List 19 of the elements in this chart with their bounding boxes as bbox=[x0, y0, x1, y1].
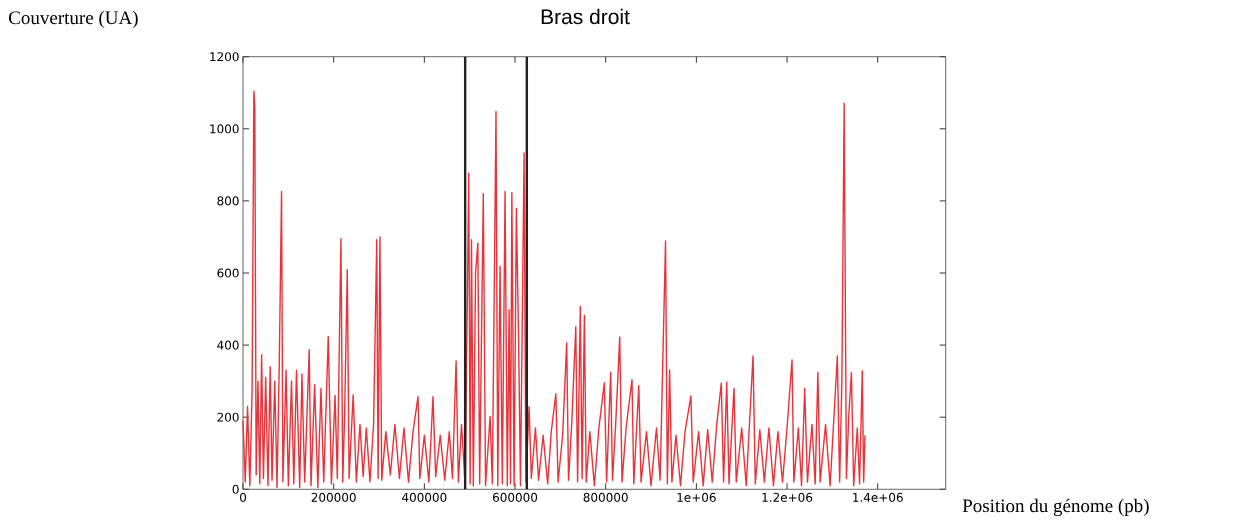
line-series bbox=[242, 90, 866, 489]
x-tick-label: 800000 bbox=[583, 492, 628, 502]
y-tick-label: 1200 bbox=[210, 52, 239, 62]
x-tick-label: 0 bbox=[239, 492, 247, 502]
chart-title: Bras droit bbox=[541, 8, 630, 25]
y-tick-label: 0 bbox=[232, 484, 239, 494]
y-tick-label: 1000 bbox=[210, 124, 239, 134]
y-tick-label: 200 bbox=[217, 412, 239, 422]
y-axis-title: Couverture (UA) bbox=[9, 10, 138, 29]
x-tick-label: 1e+06 bbox=[677, 492, 716, 502]
x-tick-label: 1.2e+06 bbox=[762, 492, 813, 502]
y-tick-label: 600 bbox=[217, 268, 239, 278]
x-tick-label: 1.4e+06 bbox=[853, 492, 903, 502]
x-tick-label: 400000 bbox=[402, 492, 447, 502]
x-tick-label: 600000 bbox=[492, 492, 538, 502]
x-axis-title: Position du génome (pb) bbox=[962, 498, 1149, 517]
y-tick-label: 400 bbox=[217, 340, 239, 350]
y-tick-label: 800 bbox=[217, 196, 239, 206]
x-tick-label: 200000 bbox=[311, 492, 356, 502]
